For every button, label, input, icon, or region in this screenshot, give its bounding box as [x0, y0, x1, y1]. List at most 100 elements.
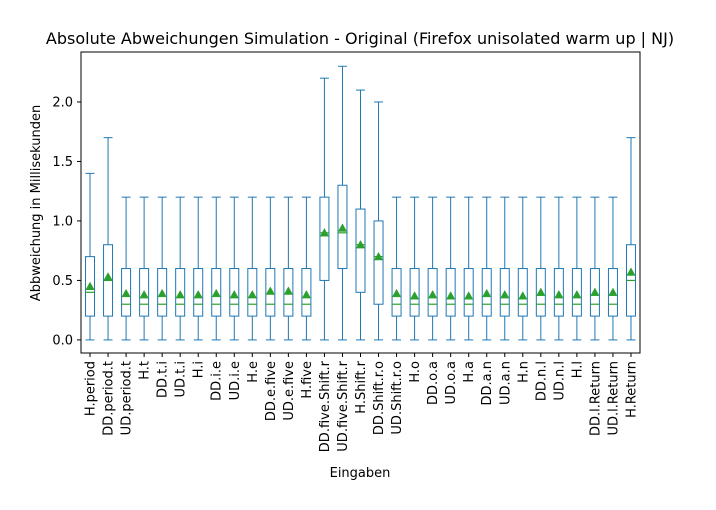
- box-H.five: [301, 196, 312, 341]
- x-tick-label: UD.i.e: [228, 361, 243, 400]
- x-tick-label: H.n: [516, 361, 531, 383]
- x-tick-label: DD.i.e: [210, 361, 225, 401]
- x-tick-label: UD.five.Shift.r: [336, 360, 351, 451]
- y-tick-label: 1.0: [52, 214, 73, 229]
- y-tick-label: 0.0: [52, 333, 73, 348]
- x-tick-label: DD.t.i: [156, 361, 171, 398]
- iqr-box: [535, 268, 546, 317]
- mean-marker: [590, 287, 600, 296]
- x-tick-label: UD.Shift.r.o: [390, 361, 405, 435]
- mean-marker: [446, 291, 456, 300]
- mean-marker: [85, 281, 95, 290]
- y-tick-label: 1.5: [52, 155, 73, 170]
- box-UD.period.t: [121, 196, 132, 341]
- x-tick-label: H.Return: [624, 361, 639, 418]
- mean-marker: [301, 289, 312, 299]
- mean-marker: [428, 289, 438, 299]
- y-axis-label: Abbweichung in Millisekunden: [29, 105, 44, 301]
- mean-marker: [572, 289, 582, 299]
- box-H.a: [463, 196, 474, 341]
- box-DD.l.Return: [589, 196, 600, 341]
- iqr-box: [193, 268, 204, 317]
- mean-marker: [229, 289, 239, 299]
- iqr-box: [229, 268, 240, 317]
- iqr-box: [85, 256, 96, 317]
- x-tick-label: H.a: [462, 361, 477, 383]
- iqr-box: [265, 268, 276, 317]
- mean-marker: [265, 286, 275, 295]
- box-UD.l.Return: [607, 196, 618, 341]
- mean-marker: [500, 289, 510, 299]
- x-tick-label: UD.l.Return: [606, 361, 621, 436]
- x-tick-label: DD.a.n: [480, 361, 495, 406]
- iqr-box: [409, 268, 420, 317]
- box-UD.t.i: [175, 196, 186, 341]
- iqr-box: [319, 196, 330, 281]
- iqr-box: [247, 268, 258, 317]
- iqr-box: [337, 184, 348, 270]
- x-tick-label: DD.n.l: [534, 361, 549, 401]
- box-DD.e.five: [265, 196, 276, 341]
- x-tick-label: H.l: [570, 361, 585, 378]
- mean-marker: [103, 272, 113, 281]
- mean-marker: [409, 291, 420, 300]
- box-DD.period.t: [103, 137, 114, 341]
- x-tick-label: UD.a.n: [498, 361, 513, 405]
- mean-marker: [373, 251, 384, 261]
- x-tick-label: UD.e.five: [282, 361, 297, 421]
- iqr-box: [499, 268, 510, 317]
- y-axis-ticks: 0.0 0.5 1.0 1.5 2.0: [52, 95, 81, 348]
- iqr-box: [463, 268, 474, 317]
- mean-marker: [139, 289, 149, 299]
- x-tick-label: H.t: [138, 361, 153, 380]
- mean-marker: [355, 240, 366, 249]
- box-UD.e.five: [283, 196, 294, 341]
- box-UD.a.n: [499, 196, 510, 341]
- x-tick-label: H.period: [84, 361, 99, 416]
- x-tick-label: DD.period.t: [102, 361, 117, 436]
- iqr-box: [157, 268, 168, 317]
- box-DD.t.i: [157, 196, 168, 341]
- box-UD.Shift.r.o: [391, 196, 402, 341]
- mean-marker: [337, 223, 348, 232]
- iqr-box: [391, 268, 402, 317]
- box-H.e: [247, 196, 258, 341]
- boxes-layer: [85, 65, 636, 341]
- chart-title: Absolute Abweichungen Simulation - Origi…: [46, 29, 674, 48]
- iqr-box: [139, 268, 150, 317]
- box-DD.Shift.r.o: [373, 101, 384, 341]
- iqr-box: [283, 268, 294, 317]
- box-H.n: [517, 196, 528, 341]
- box-UD.o.a: [445, 196, 456, 341]
- x-tick-label: DD.e.five: [264, 361, 279, 421]
- mean-marker: [626, 267, 636, 276]
- box-DD.a.n: [481, 196, 492, 341]
- box-DD.i.e: [211, 196, 222, 341]
- box-DD.o.a: [427, 196, 438, 341]
- mean-marker: [464, 291, 474, 300]
- box-H.period: [85, 172, 96, 341]
- mean-marker: [319, 228, 330, 237]
- x-axis-ticks: H.period DD.period.t UD.period.t H.t DD.t.i U…: [84, 353, 639, 452]
- mean-marker: [211, 288, 221, 298]
- box-DD.n.l: [535, 196, 546, 341]
- iqr-box: [607, 268, 618, 317]
- x-tick-label: DD.five.Shift.r: [318, 360, 333, 452]
- x-tick-label: UD.o.a: [444, 361, 459, 404]
- x-tick-label: DD.o.a: [426, 361, 441, 405]
- box-UD.n.l: [553, 196, 564, 341]
- iqr-box: [445, 268, 456, 317]
- iqr-box: [517, 268, 528, 317]
- mean-marker: [608, 287, 618, 296]
- iqr-box: [175, 268, 186, 317]
- box-UD.i.e: [229, 196, 240, 341]
- y-tick-label: 2.0: [52, 95, 73, 110]
- plot-frame: [80, 51, 641, 354]
- box-H.i: [193, 196, 204, 341]
- iqr-box: [211, 268, 222, 317]
- mean-marker: [175, 289, 185, 299]
- mean-marker: [193, 289, 203, 299]
- x-tick-label: UD.period.t: [120, 361, 135, 435]
